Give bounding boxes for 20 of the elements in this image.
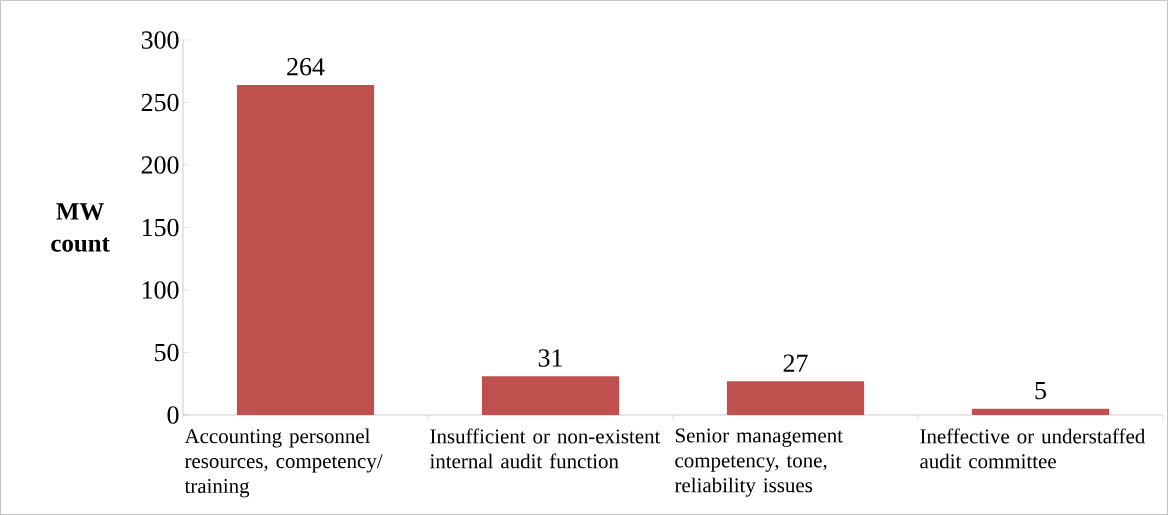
bar	[971, 408, 1110, 415]
data-label: 27	[783, 354, 808, 372]
bar	[726, 381, 865, 415]
y-tick-label: 50	[155, 343, 179, 362]
y-tick-label: 0	[167, 406, 179, 424]
y-tick-label: 200	[141, 156, 179, 174]
x-tick-label: Senior management competency, tone, reliability issues	[674, 428, 843, 497]
y-tick-label: 150	[142, 218, 179, 237]
x-tick-label: Accounting personnel resources, competency/ training	[184, 428, 383, 498]
y-tick-label: 250	[141, 93, 179, 112]
x-tick-label: Insufficient or non-existent internal audit function	[429, 428, 661, 469]
data-label: 31	[538, 349, 562, 367]
bar	[481, 376, 620, 415]
data-label: 5	[1035, 381, 1046, 400]
data-label: 264	[287, 58, 325, 76]
x-tick-label: Ineffective or understaffed audit committee	[920, 428, 1146, 469]
y-tick-label: 100	[142, 281, 179, 299]
bar	[236, 84, 375, 415]
y-tick-label: 300	[141, 31, 179, 49]
y-axis-title: MW count	[51, 203, 110, 252]
